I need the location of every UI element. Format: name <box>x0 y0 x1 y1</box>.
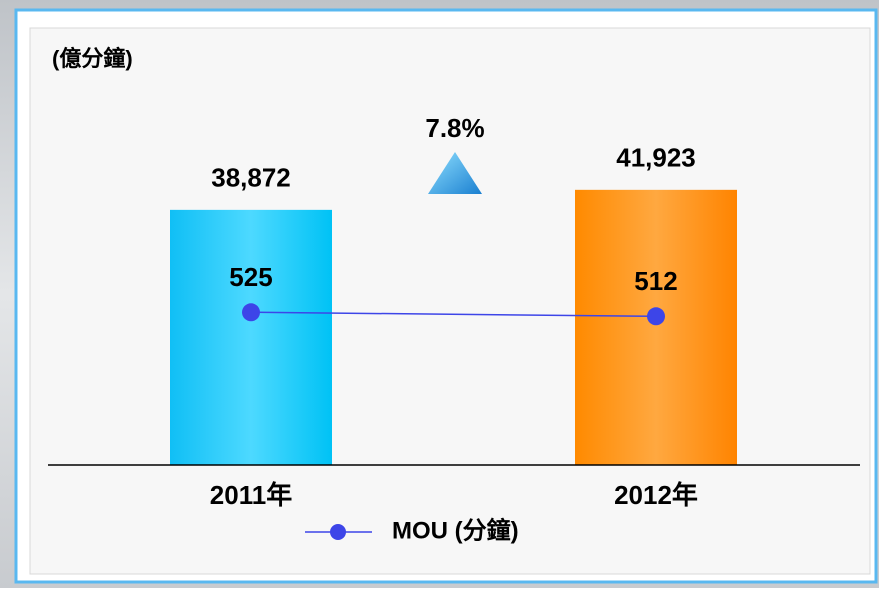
line <box>250 311 657 318</box>
bar-value-label: 41,923 <box>616 143 696 173</box>
bar <box>170 209 332 465</box>
bar <box>575 189 737 465</box>
x-tick-label: 2012年 <box>614 480 698 510</box>
line-value-label: 512 <box>634 266 677 296</box>
legend-label: MOU (分鐘) <box>392 516 519 544</box>
up-arrow <box>428 152 482 194</box>
x-tick-label: 2011年 <box>210 480 292 510</box>
bar-value-label: 38,872 <box>211 163 291 193</box>
line-point <box>647 307 665 326</box>
line-point <box>242 303 260 322</box>
line-value-label: 525 <box>229 262 272 292</box>
y-axis-label: (億分鐘) <box>52 46 133 71</box>
annotation: 7.8% <box>425 113 484 143</box>
legend-marker <box>330 524 346 540</box>
plot-area <box>29 27 871 575</box>
